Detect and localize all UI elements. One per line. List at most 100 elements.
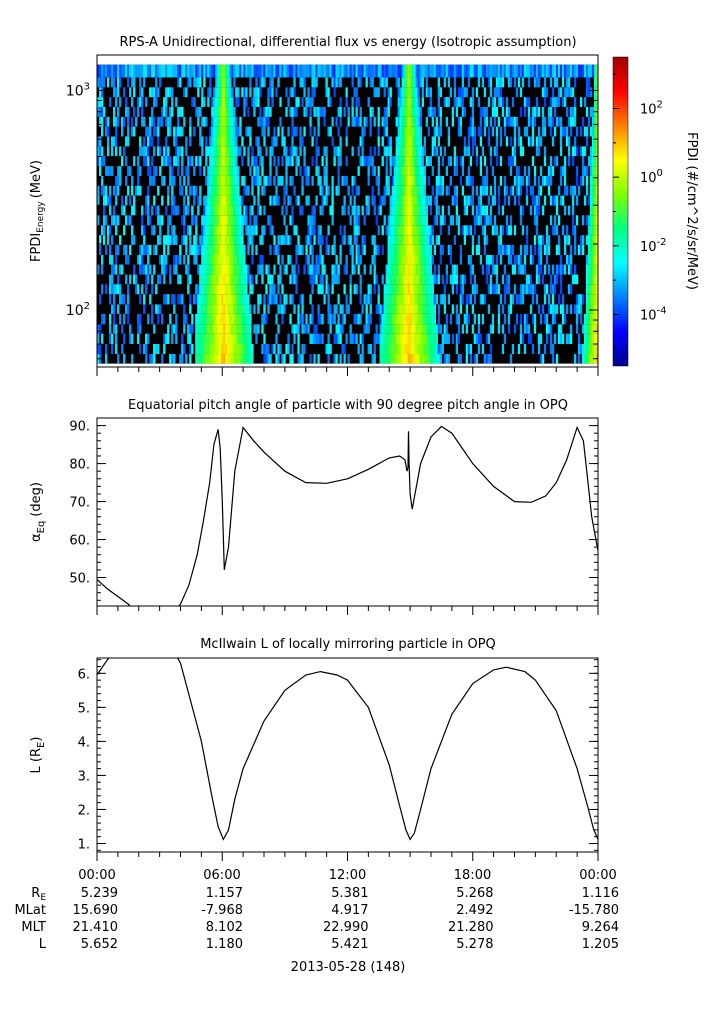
spectrogram-cell (459, 255, 463, 265)
spectrogram-cell (411, 333, 414, 345)
spectrogram-cell (321, 64, 324, 78)
spectrogram-cell (159, 274, 162, 285)
spectrogram-cell (405, 255, 408, 265)
spectrogram-cell (389, 87, 392, 98)
spectrogram-cell (307, 215, 310, 226)
spectrogram-y-label-sub: Energy (36, 201, 46, 233)
spectrogram-cell (429, 304, 432, 314)
spectrogram-cell (455, 333, 459, 345)
spectrogram-cell (115, 64, 118, 78)
spectrogram-cell (339, 77, 342, 88)
spectrogram-cell (235, 225, 238, 236)
spectrogram-cell (357, 264, 360, 275)
spectrogram-cell (407, 87, 410, 98)
spectrogram-cell (157, 87, 160, 98)
spectrogram-cell (461, 324, 465, 334)
spectrogram-cell (307, 87, 310, 98)
spectrogram-cell (491, 126, 495, 137)
spectrogram-cell (401, 146, 404, 157)
spectrogram-cell (589, 215, 593, 226)
spectrogram-cell (409, 185, 412, 196)
spectrogram-cell (187, 195, 190, 206)
spectrogram-cell (197, 156, 200, 167)
spectrogram-cell (235, 146, 238, 157)
spectrogram-cell (501, 274, 505, 285)
spectrogram-cell (283, 294, 286, 305)
spectrogram-cell (313, 126, 316, 137)
spectrogram-cell (529, 274, 533, 285)
spectrogram-cell (553, 215, 557, 226)
spectrogram-cell (411, 205, 414, 216)
spectrogram-cell (591, 284, 595, 295)
spectrogram-cell (265, 106, 268, 117)
spectrogram-cell (227, 116, 230, 127)
spectrogram-cell (115, 215, 118, 226)
spectrogram-cell (157, 136, 160, 147)
spectrogram-cell (207, 333, 210, 345)
spectrogram-cell (217, 156, 220, 167)
spectrogram-cell (265, 146, 268, 157)
spectrogram-cell (429, 64, 432, 78)
spectrogram-cell (349, 235, 352, 245)
spectrogram-cell (589, 333, 593, 345)
spectrogram-cell (335, 304, 338, 314)
spectrogram-cell (199, 166, 202, 176)
spectrogram-cell (103, 235, 106, 245)
spectrogram-cell (133, 156, 136, 167)
spectrogram-cell (141, 255, 144, 265)
spectrogram-cell (325, 77, 328, 88)
spectrogram-cell (225, 354, 228, 364)
spectrogram-cell (399, 264, 402, 275)
spectrogram-cell (233, 294, 236, 305)
spectrogram-cell (531, 313, 535, 325)
spectrogram-cell (395, 304, 398, 314)
spectrogram-cell (155, 77, 158, 88)
spectrogram-cell (415, 284, 418, 295)
spectrogram-cell (387, 215, 390, 226)
spectrogram-cell (493, 185, 497, 196)
spectrogram-cell (197, 64, 200, 78)
spectrogram-cell (241, 264, 244, 275)
spectrogram-cell (405, 97, 408, 107)
spectrogram-cell (165, 294, 168, 305)
spectrogram-cell (107, 77, 110, 88)
spectrogram-cell (227, 215, 230, 226)
spectrogram-cell (423, 136, 426, 147)
spectrogram-cell (433, 313, 436, 325)
spectrogram-cell (397, 97, 400, 107)
spectrogram-cell (215, 116, 218, 127)
spectrogram-cell (289, 64, 292, 78)
spectrogram-cell (403, 166, 406, 176)
spectrogram-cell (469, 225, 473, 236)
spectrogram-cell (373, 166, 376, 176)
spectrogram-cell (109, 294, 112, 305)
spectrogram-cell (543, 77, 547, 88)
spectrogram-cell (441, 244, 444, 256)
spectrogram-cell (373, 195, 376, 206)
spectrogram-cell (405, 264, 408, 275)
spectrogram-cell (225, 274, 228, 285)
tick-exponent: 0 (657, 168, 663, 179)
spectrogram-cell (417, 344, 420, 355)
spectrogram-cell (161, 313, 164, 325)
spectrogram-cell (127, 77, 130, 88)
spectrogram-cell (519, 313, 523, 325)
spectrogram-cell (565, 136, 569, 147)
spectrogram-cell (123, 146, 126, 157)
spectrogram-cell (587, 304, 591, 314)
spectrogram-cell (551, 225, 555, 236)
spectrogram-cell (237, 97, 240, 107)
spectrogram-cell (233, 354, 236, 364)
spectrogram-cell (553, 97, 557, 107)
spectrogram-cell (571, 87, 575, 98)
spectrogram-cell (109, 255, 112, 265)
spectrogram-cell (103, 205, 106, 216)
spectrogram-cell (207, 64, 210, 78)
spectrogram-cell (235, 274, 238, 285)
spectrogram-cell (507, 274, 511, 285)
spectrogram-cell (465, 294, 469, 305)
spectrogram-cell (591, 344, 595, 355)
spectrogram-cell (205, 225, 208, 236)
spectrogram-cell (167, 87, 170, 98)
spectrogram-cell (243, 64, 246, 78)
